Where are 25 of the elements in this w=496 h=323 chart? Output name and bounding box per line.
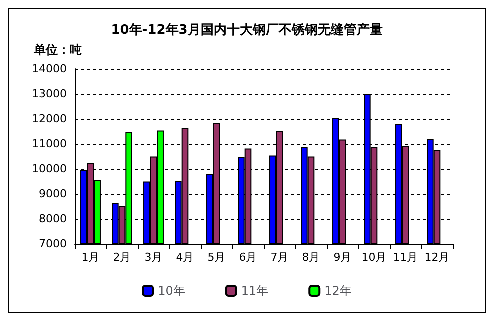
- x-tick-label: 8月: [302, 251, 320, 264]
- x-tick-label: 3月: [144, 251, 163, 264]
- chart-subtitle: 单位：吨: [33, 43, 82, 57]
- legend-label: 12年: [324, 284, 352, 298]
- x-tick-label: 12月: [424, 251, 450, 264]
- x-tick-label: 5月: [208, 251, 226, 264]
- y-tick-label: 10000: [32, 162, 67, 176]
- y-tick-label: 14000: [32, 62, 67, 76]
- y-tick-label: 13000: [32, 88, 67, 100]
- x-tick-label: 2月: [113, 251, 132, 264]
- x-tick-label: 4月: [176, 251, 194, 264]
- x-tick-label: 11月: [393, 251, 418, 264]
- x-tick-label: 6月: [239, 251, 258, 264]
- legend-label: 11年: [241, 284, 269, 298]
- y-tick-label: 9000: [39, 188, 67, 200]
- x-tick-label: 1月: [82, 251, 100, 264]
- x-tick-label: 7月: [270, 251, 289, 264]
- legend-label: 10年: [158, 284, 186, 298]
- y-tick-label: 11000: [32, 138, 67, 150]
- y-tick-label: 12000: [32, 112, 67, 126]
- y-tick-label: 8000: [39, 212, 67, 226]
- x-tick-label: 10月: [362, 251, 387, 264]
- chart-title: 10年-12年3月国内十大钢厂不锈钢无缝管产量: [111, 22, 383, 38]
- x-tick-label: 9月: [334, 251, 352, 264]
- y-tick-label: 7000: [39, 238, 67, 250]
